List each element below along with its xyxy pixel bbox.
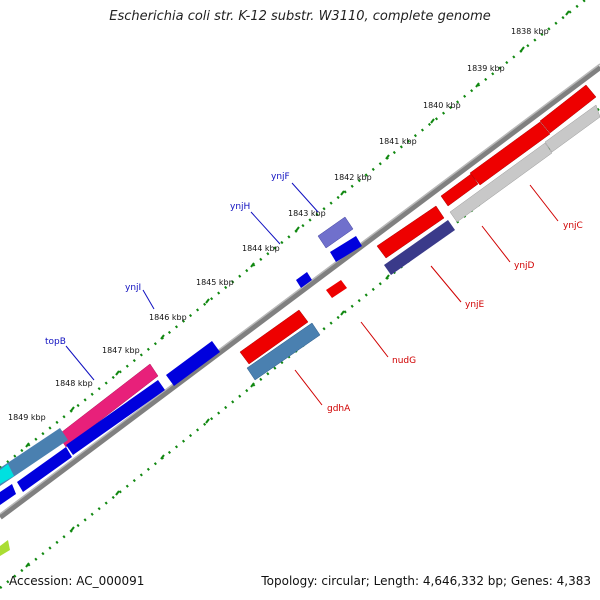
genome-summary-text: Topology: circular; Length: 4,646,332 bp…: [261, 574, 591, 588]
gene-block-ynjH: [330, 236, 362, 262]
tick-label: 1842 kbp: [334, 173, 372, 182]
gene-block-small-1: [296, 272, 312, 288]
genome-backbone: [0, 64, 600, 520]
gene-block-silver-1: [544, 104, 600, 153]
reverse-features: [0, 104, 600, 556]
tick-label: 1841 kbp: [379, 137, 417, 146]
gene-block-ynjE: [440, 173, 479, 207]
gene-label-ynjF: ynjF: [271, 172, 290, 182]
tick-labels: 1838 kbp 1839 kbp 1840 kbp 1841 kbp 1842…: [8, 27, 549, 422]
tick-label: 1849 kbp: [8, 413, 46, 422]
gene-label-ynjI: ynjI: [125, 283, 141, 293]
gene-block-ynjI: [166, 341, 220, 386]
outer-tick-marks: [25, 10, 570, 448]
tick-label: 1845 kbp: [196, 278, 234, 287]
gene-block-small-2: [326, 280, 347, 298]
tick-label: 1840 kbp: [423, 101, 461, 110]
gene-label-ynjD: ynjD: [514, 261, 535, 271]
tick-label: 1846 kbp: [149, 313, 187, 322]
gene-block-silver-2: [449, 142, 553, 223]
gene-block-steel: [246, 322, 321, 381]
gene-block-edge-left: [0, 428, 68, 486]
label-leaders: [65, 182, 559, 406]
gene-block-blue-edge: [0, 484, 16, 505]
gene-block-cyan: [0, 464, 14, 484]
gene-block-blue-long: [66, 380, 165, 455]
gene-label-nudG: nudG: [392, 356, 416, 366]
gene-block-navy: [384, 220, 455, 275]
tick-label: 1848 kbp: [55, 379, 93, 388]
gene-label-gdhA: gdhA: [327, 404, 351, 414]
tick-label: 1843 kbp: [288, 209, 326, 218]
tick-label: 1847 kbp: [102, 346, 140, 355]
gene-label-topB: topB: [45, 337, 66, 347]
gene-block-lime: [0, 540, 10, 556]
gene-label-ynjC: ynjC: [563, 221, 583, 231]
gene-label-ynjE: ynjE: [465, 300, 485, 310]
tick-label: 1844 kbp: [242, 244, 280, 253]
gene-block-ynjD: [469, 121, 551, 186]
gene-block-ynjF: [317, 216, 354, 249]
accession-text: Accession: AC_000091: [9, 574, 145, 588]
gene-labels: ynjF ynjH ynjI topB ynjC ynjD ynjE nudG …: [45, 172, 583, 414]
gene-block-ynjC: [539, 84, 597, 134]
gene-label-ynjH: ynjH: [230, 202, 250, 212]
map-title: Escherichia coli str. K-12 substr. W3110…: [109, 9, 491, 24]
tick-label: 1838 kbp: [511, 27, 549, 36]
gene-block-nudG: [376, 205, 445, 259]
gene-block-blue-mid: [17, 447, 72, 492]
outer-scale-dots: [0, 0, 588, 469]
tick-label: 1839 kbp: [467, 64, 505, 73]
genome-backbone-highlight: [0, 63, 600, 515]
forward-features: [0, 84, 597, 486]
gene-block-gdhA: [239, 309, 309, 365]
